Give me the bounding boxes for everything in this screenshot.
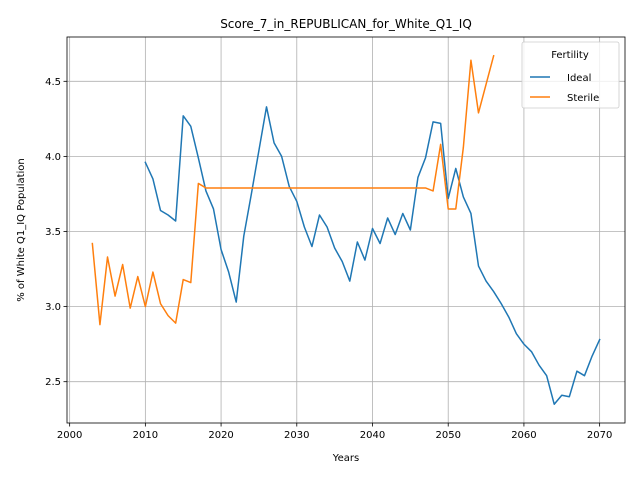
y-tick-label: 4.5 [45,77,61,88]
legend-label-ideal: Ideal [567,73,591,84]
x-tick-label: 2030 [284,430,309,441]
x-tick-label: 2010 [133,430,158,441]
legend: Fertility Ideal Sterile [521,41,620,109]
series-layer [91,54,601,405]
legend-title: Fertility [551,50,589,61]
legend-box [521,41,620,109]
y-tick-label: 3.5 [45,227,61,238]
y-tick-label: 4.0 [45,152,61,163]
x-axis: 2000 2010 2020 2030 2040 2050 2060 2070 [57,423,612,441]
x-tick-label: 2050 [435,430,460,441]
y-tick-label: 2.5 [45,377,61,388]
x-axis-label: Years [332,453,359,464]
x-tick-label: 2070 [587,430,612,441]
plot-frame [66,36,626,424]
y-tick-label: 3.0 [45,302,61,313]
x-tick-label: 2000 [57,430,82,441]
x-tick-label: 2040 [360,430,385,441]
legend-label-sterile: Sterile [567,93,599,104]
x-tick-label: 2020 [208,430,233,441]
y-axis-label: % of White Q1_IQ Population [16,158,27,302]
y-axis: 2.5 3.0 3.5 4.0 4.5 [45,77,67,388]
chart-title: Score_7_in_REPUBLICAN_for_White_Q1_IQ [220,17,472,31]
x-tick-label: 2060 [511,430,536,441]
series-line-sterile [91,54,495,326]
series-line-ideal [144,106,601,405]
